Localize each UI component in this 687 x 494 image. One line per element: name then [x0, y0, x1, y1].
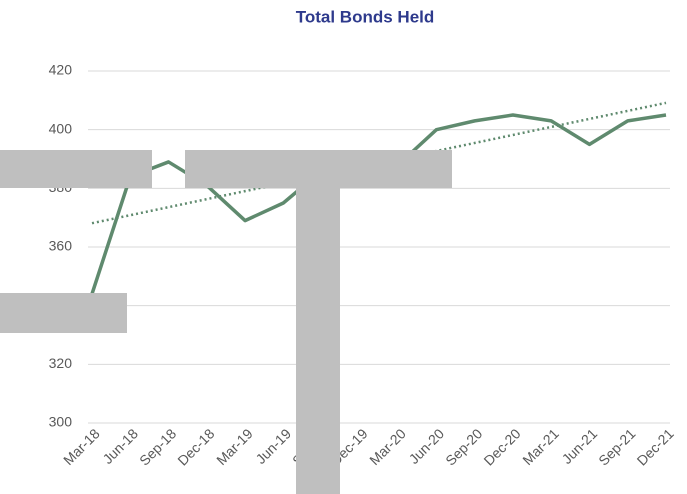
x-tick-label: Jun-21 [559, 425, 601, 467]
x-tick-label: Jun-19 [252, 425, 294, 467]
x-tick-label: Sep-21 [595, 425, 638, 468]
x-tick-label: Mar-18 [60, 425, 103, 468]
x-tick-label: Dec-21 [634, 425, 677, 468]
x-tick-label: Dec-20 [480, 425, 523, 468]
redaction-box [0, 150, 152, 188]
y-tick-label: 420 [49, 62, 73, 78]
data-line [90, 113, 667, 295]
y-tick-label: 400 [49, 120, 73, 136]
x-tick-label: Jun-18 [99, 425, 141, 467]
y-tick-label: 360 [49, 238, 73, 254]
x-tick-label: Mar-19 [213, 425, 256, 468]
redaction-boxes [0, 150, 452, 494]
x-tick-label: Sep-18 [136, 425, 179, 468]
x-tick-label: Mar-21 [519, 425, 562, 468]
redaction-box [296, 188, 340, 494]
chart-title: Total Bonds Held [296, 7, 435, 26]
x-tick-label: Jun-20 [406, 425, 448, 467]
x-tick-label: Sep-20 [442, 425, 485, 468]
y-tick-label: 320 [49, 355, 73, 371]
x-tick-label: Dec-18 [174, 425, 217, 468]
x-tick-label: Mar-20 [366, 425, 409, 468]
redaction-box [0, 293, 127, 333]
y-tick-label: 300 [49, 414, 73, 430]
redaction-box [185, 150, 452, 188]
